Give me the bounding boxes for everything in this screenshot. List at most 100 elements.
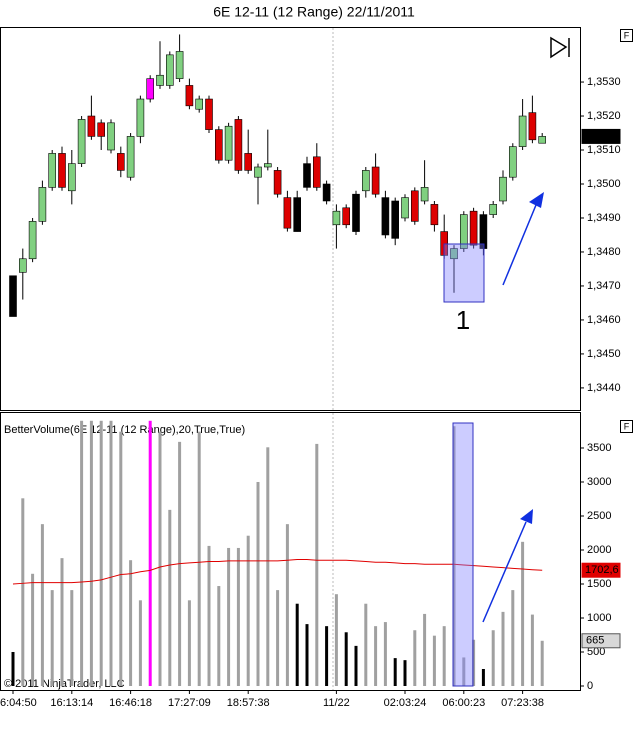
volume-bar [305,624,309,686]
x-tick-label: 16:46:18 [109,697,152,709]
volume-bar [246,535,250,686]
candle-body [508,146,517,178]
candle-body [97,122,105,137]
x-tick-label: 07:23:38 [501,697,544,709]
y-tick-label: 1,3520 [587,110,621,122]
x-tick-label: 6:04:50 [0,697,37,709]
volume-bar [530,614,534,686]
candle-body [538,136,547,144]
volume-bar [148,420,152,686]
candle-body [244,153,252,171]
average-line [12,559,543,585]
candle-body [489,204,498,215]
candle-body [303,163,311,188]
y-tick-label: 2500 [587,510,611,522]
volume-bar [266,447,270,686]
volume-bar [256,481,260,686]
candle-body [479,214,488,249]
last-volume-label: 665 [586,635,604,647]
candle-body [352,193,360,232]
candle-body [58,153,66,188]
volume-bar [393,658,397,686]
volume-bar [481,668,485,686]
arrow [502,204,537,286]
candle-body [401,197,409,219]
candle-body [166,54,174,86]
candle-body [9,275,17,317]
volume-bar [138,600,142,686]
volume-bar [11,651,15,686]
candle-body [18,258,27,273]
arrow-head [529,192,544,208]
volume-bar [40,524,44,686]
candle-body [234,119,243,171]
play-icon[interactable] [550,36,570,59]
volume-bar [315,443,319,686]
arrow [482,521,527,623]
candle-body [136,98,145,137]
y-tick-label: 1,3470 [587,280,621,292]
volume-bar [168,509,172,686]
y-tick-label: 1000 [587,612,611,624]
candle-body [293,197,302,232]
candle-body [381,197,390,236]
indicator-title: BetterVolume(6E 12-11 (12 Range),20,True… [4,424,245,436]
candle-body [361,170,370,192]
copyright: © 2011 NinjaTrader, LLC [4,678,125,690]
volume-bar [295,603,299,686]
candle-body [499,176,507,202]
volume-bar [354,645,358,686]
y-tick-label: 1,3460 [587,314,621,326]
volume-bar [374,626,378,686]
panel-button-label[interactable]: F [624,421,630,431]
panel-button-label[interactable]: F [624,30,630,40]
panel-button[interactable] [620,29,633,42]
volume-bar [325,626,329,686]
volume-bar [129,560,133,686]
candle-body [185,85,194,107]
volume-bar [472,639,476,686]
candle-body [254,166,262,178]
volume-bar [158,431,162,686]
candle-body [332,210,341,226]
y-tick-label: 1,3490 [587,212,621,224]
volume-bar [119,431,123,686]
candle-body [528,112,537,141]
candle-body [224,125,233,161]
volume-bar [31,573,35,686]
candle-body [68,163,76,192]
y-tick-label: 1,3450 [587,348,621,360]
volume-bar [491,630,495,686]
candle-body [87,115,96,137]
candle-body [450,248,458,260]
candle-body [107,122,115,151]
y-tick-label: 500 [587,646,605,658]
volume-bar [501,611,505,686]
volume-bar [21,498,25,686]
candle-body [146,78,154,100]
arrow-head [520,509,533,524]
x-tick-label: 17:27:09 [168,697,211,709]
volume-bar [227,547,231,686]
volume-bar [540,640,544,686]
panel-button[interactable] [620,420,633,433]
volume-bar [236,547,240,686]
volume-bar [89,420,93,686]
volume-bar [334,594,338,686]
volume-bar [50,590,54,686]
candle-body [469,210,478,246]
candle-body [263,163,272,168]
candle-body [391,200,400,239]
candle-body [371,166,380,195]
volume-bar [60,558,64,686]
y-tick-label: 1,3500 [587,178,621,190]
volume-bar [442,626,446,686]
candle-body [322,183,331,202]
volume-bar [217,586,221,686]
plot: 1,3440 1,3450 1,3460 1,3470 1,3480 1,3490 1,35… [0,34,621,709]
annotation: 1 [456,305,470,335]
volume-bar [452,426,456,686]
candle-body [117,153,125,171]
x-tick-label: 06:00:23 [442,697,485,709]
volume-bar [285,524,289,686]
